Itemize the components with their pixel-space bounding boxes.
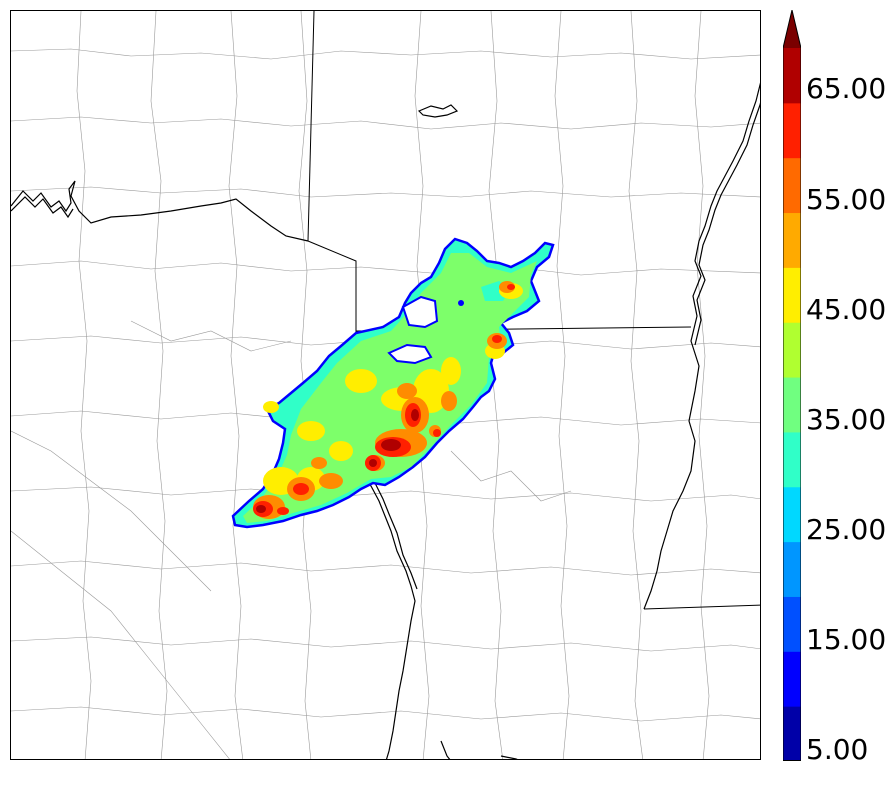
echo-cell-orange — [311, 457, 327, 469]
echo-cell-red — [492, 335, 502, 343]
echo-cell-orange — [441, 391, 457, 411]
colorbar-label-15: 15.00 — [806, 623, 887, 656]
colorbar-bin — [783, 706, 801, 761]
echo-point — [458, 300, 464, 306]
colorbar-bin — [783, 267, 801, 323]
reflectivity-map — [11, 11, 760, 759]
echo-cell-darkred — [411, 409, 419, 421]
echo-cell-red — [433, 429, 441, 437]
reflectivity-field — [231, 237, 555, 529]
colorbar-label-25: 25.00 — [806, 513, 887, 546]
colorbar-label-55: 55.00 — [806, 183, 887, 216]
colorbar-bin — [783, 596, 801, 652]
echo-cell-darkred — [256, 505, 266, 513]
colorbar-bin — [783, 212, 801, 268]
echo-cell-yellow — [297, 421, 325, 441]
echo-hole — [387, 343, 433, 365]
echo-cell-orange — [397, 383, 417, 399]
colorbar-outline — [783, 10, 801, 761]
echo-cell-darkred — [381, 439, 401, 451]
colorbar-bin — [783, 431, 801, 488]
colorbar-bin — [783, 102, 801, 159]
echo-cell-red — [507, 284, 515, 290]
echo-hole — [401, 295, 439, 329]
echo-cell-red — [277, 507, 289, 515]
echo-cell-yellow — [441, 357, 461, 385]
echo-cell-red — [293, 483, 309, 495]
colorbar-label-65: 65.00 — [806, 72, 887, 105]
state-boundaries — [307, 11, 760, 610]
colorbar-bin — [783, 541, 801, 597]
colorbar-bin — [783, 377, 801, 433]
colorbar-label-35: 35.00 — [806, 403, 887, 436]
echo-cell-yellow — [329, 441, 353, 461]
colorbar-bin — [783, 157, 801, 214]
colorbar-label-5: 5.00 — [806, 733, 869, 766]
echo-cell-yellow — [345, 369, 377, 393]
echo-cell-orange — [319, 473, 343, 489]
colorbar — [783, 10, 801, 761]
echo-cell-yellow — [263, 401, 279, 413]
colorbar-label-45: 45.00 — [806, 293, 887, 326]
river-outlines — [11, 82, 760, 759]
colorbar-bin — [783, 651, 801, 707]
map-panel — [10, 10, 761, 760]
colorbar-extend-arrow — [783, 10, 801, 48]
echo-cell-darkred — [369, 459, 377, 467]
echo-base — [243, 253, 537, 523]
colorbar-bin — [783, 48, 801, 104]
colorbar-bin — [783, 486, 801, 543]
colorbar-bin — [783, 322, 801, 378]
